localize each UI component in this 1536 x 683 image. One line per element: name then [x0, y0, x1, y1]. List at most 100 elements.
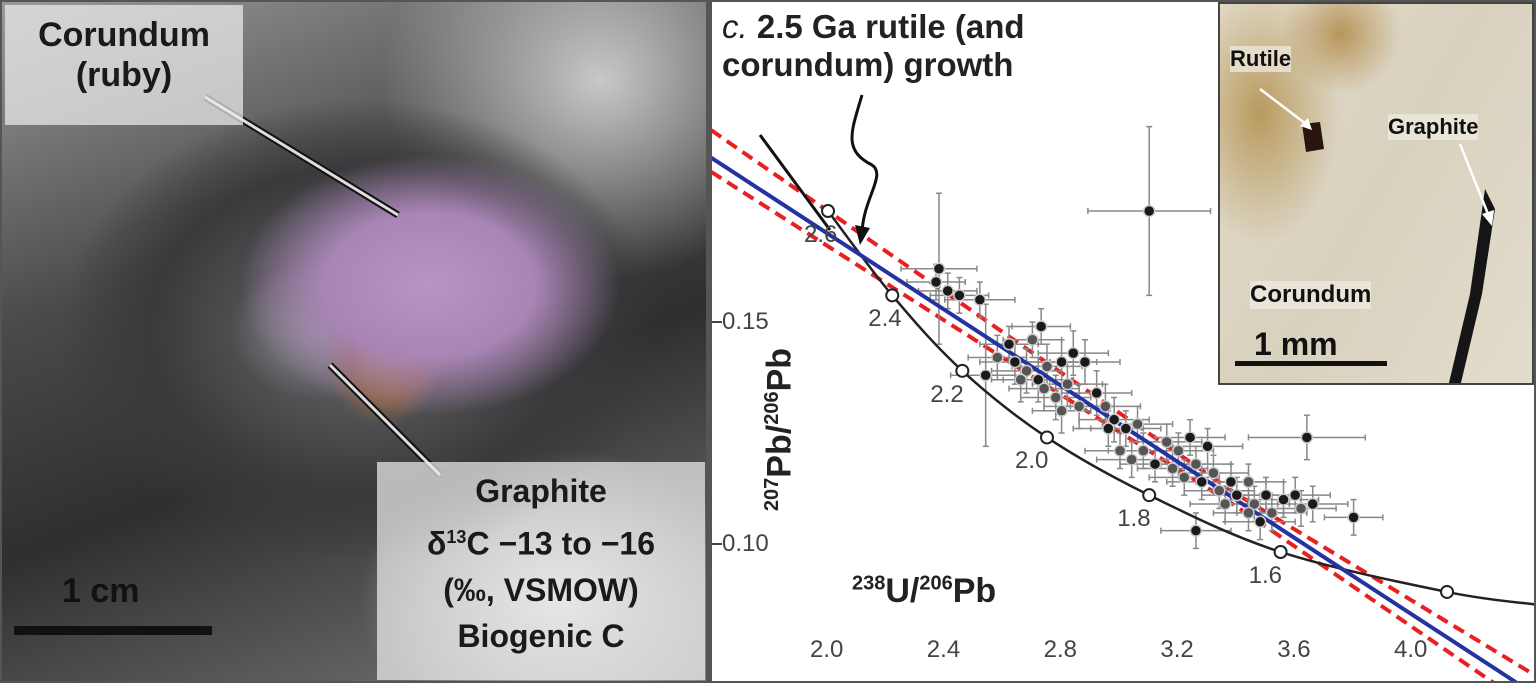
y-axis-label: 207Pb/206Pb [760, 347, 799, 512]
data-point [1265, 506, 1279, 520]
concordia-age-marker [955, 363, 970, 378]
data-point [1148, 457, 1162, 471]
data-point [1049, 391, 1063, 404]
data-point [1201, 440, 1214, 453]
data-point [1055, 404, 1068, 418]
y-tick-label-0.15: 0.15 [722, 308, 769, 335]
data-point [1306, 497, 1319, 511]
corundum-label-text: Corundum [38, 16, 210, 54]
error-bars [1011, 307, 1072, 345]
concordia-age-label: 2.2 [930, 380, 964, 408]
arrowhead [855, 225, 870, 245]
data-point [1177, 471, 1191, 484]
concordia-age-label: 1.8 [1117, 505, 1151, 533]
concordia-chart [712, 94, 1536, 683]
graphite-label-inset: Graphite [1388, 114, 1479, 140]
data-point [1102, 422, 1115, 435]
data-point [1099, 400, 1112, 413]
graphite-label: Graphite δ13C −13 to −16 (‰, VSMOW) Biog… [377, 462, 705, 680]
data-point [1020, 364, 1033, 378]
data-point [1160, 435, 1173, 449]
data-point [1288, 488, 1302, 502]
biogenic-label: Biogenic C [457, 617, 625, 654]
data-point [1078, 355, 1092, 369]
x-tick-label: 2.0 [810, 636, 844, 663]
scale-bar-label: 1 cm [62, 572, 140, 610]
panel-divider [706, 0, 712, 683]
data-point [1218, 497, 1232, 511]
data-point [1037, 382, 1051, 395]
data-point [1040, 360, 1054, 373]
data-point [1131, 417, 1144, 431]
data-point [1142, 204, 1156, 218]
data-point [1107, 413, 1121, 426]
x-tick-label: 4.0 [1394, 636, 1428, 663]
data-point [1172, 444, 1185, 458]
concordia-curve [827, 210, 1535, 606]
data-point [1002, 337, 1016, 351]
rutile-grain [1302, 122, 1324, 152]
data-point [1242, 475, 1255, 489]
data-point [1183, 431, 1197, 444]
concordia-age-marker [821, 204, 835, 218]
y-tick-label-0.10: 0.10 [722, 530, 769, 557]
concordia-age-label: 2.4 [868, 305, 902, 333]
data-point [1031, 373, 1045, 386]
x-tick-label: 3.2 [1160, 636, 1194, 663]
rock-specimen-photo: Corundum (ruby) Graphite δ13C −13 to −16… [0, 0, 706, 683]
data-point [973, 293, 987, 307]
data-point [953, 289, 966, 302]
concordia-age-label: 2.0 [1015, 447, 1049, 475]
scale-bar-1mm [1235, 361, 1387, 366]
data-point [1195, 475, 1209, 489]
corundum-ruby-label: Corundum (ruby) [5, 5, 243, 125]
x-tick-label: 3.6 [1277, 636, 1311, 663]
data-point [1253, 515, 1267, 529]
data-point [941, 284, 954, 298]
data-point [1242, 506, 1255, 520]
data-point [1113, 444, 1127, 458]
data-point [1213, 484, 1226, 497]
data-point [1277, 493, 1290, 506]
ruby-label-text: (ruby) [75, 56, 173, 94]
age-annotation: c. 2.5 Ga rutile (and corundum) growth [722, 8, 1025, 83]
data-point [1008, 355, 1022, 369]
delta13c-label: δ13C −13 to −16 [427, 525, 655, 562]
data-point [1137, 444, 1150, 458]
x-tick-label: 2.4 [926, 636, 961, 663]
data-point [991, 351, 1004, 364]
data-point [1125, 453, 1138, 466]
data-point [1034, 320, 1048, 333]
concordia-age-marker [1142, 488, 1157, 503]
data-point [1166, 462, 1179, 475]
data-point [979, 369, 992, 382]
concordia-age-marker [1440, 584, 1455, 599]
graphite-vein [1448, 189, 1495, 383]
data-point [1189, 457, 1203, 471]
concordia-age-label: 2.6 [804, 221, 838, 248]
graphite-label-text: Graphite [475, 473, 607, 509]
data-point [932, 262, 946, 275]
data-point [1061, 377, 1074, 391]
data-point [1090, 386, 1103, 400]
data-point [1300, 431, 1314, 444]
data-point [1026, 333, 1039, 347]
annotation-arrow-1 [758, 134, 832, 231]
data-point [1259, 488, 1273, 502]
annotation-arrow-2 [850, 94, 879, 236]
scale-bar-1cm [14, 626, 212, 635]
data-point [1072, 400, 1086, 413]
data-point [1055, 355, 1068, 369]
data-point [1248, 497, 1261, 511]
inset-scale-label: 1 mm [1254, 326, 1338, 362]
data-point [1014, 373, 1027, 386]
data-point [1347, 511, 1360, 524]
vsmow-label: (‰, VSMOW) [443, 571, 639, 608]
data-point [1189, 524, 1203, 537]
data-point [1224, 475, 1238, 489]
data-point [1067, 346, 1080, 360]
corundum-label-inset: Corundum [1250, 281, 1372, 309]
concordia-age-marker [1040, 430, 1054, 445]
concordia-age-marker [885, 288, 900, 303]
concordia-age-marker [1273, 544, 1288, 559]
